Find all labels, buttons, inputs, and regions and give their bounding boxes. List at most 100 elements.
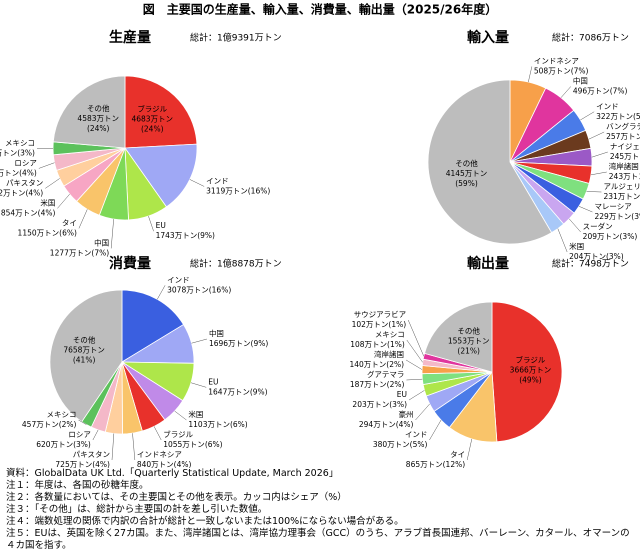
leader-line xyxy=(132,433,136,461)
chart-title: 生産量 xyxy=(109,29,151,46)
slice-label: その他 xyxy=(87,103,110,113)
percent-label: (2%) xyxy=(59,420,77,429)
slice-label: その他 xyxy=(457,325,480,335)
value-label: 1277万トン xyxy=(50,248,92,257)
leader-line xyxy=(148,216,154,232)
leader-line xyxy=(580,111,595,121)
chart-subtitle: 総計：1億8878万トン xyxy=(190,258,282,270)
slice-label: グアテマラ xyxy=(367,369,405,379)
percent-label: (6%) xyxy=(59,228,77,237)
value-text: 1055万トン(6%) xyxy=(163,440,222,449)
leader-line xyxy=(560,86,572,98)
slice-label: アルジェリア xyxy=(603,182,640,191)
leader-line xyxy=(578,206,593,213)
value-label: 4145万トン xyxy=(446,169,488,178)
leader-line xyxy=(110,219,114,249)
value-text: 1647万トン(9%) xyxy=(208,387,267,396)
percent-label: (12%) xyxy=(443,460,466,468)
slice-label: 湾岸諸国 xyxy=(609,161,639,171)
percent-label: (6%) xyxy=(230,420,248,429)
chart-subtitle: 総計：1億9391万トン xyxy=(190,32,282,44)
value-label: 380万トン xyxy=(373,440,410,449)
value-label: 257万トン xyxy=(606,132,640,141)
note: 資料：GlobalData UK Ltd.「Quarterly Statisti… xyxy=(6,468,339,479)
slice-label: マレーシア xyxy=(594,202,631,211)
leader-line xyxy=(153,426,162,441)
percent-label: (41%) xyxy=(73,355,96,364)
percent-label: (1%) xyxy=(387,340,405,349)
slice-label: インド xyxy=(405,430,428,439)
percent-label: (3%) xyxy=(389,400,407,409)
leader-line xyxy=(407,319,425,357)
percent-label: (24%) xyxy=(87,124,110,133)
value-text: 229万トン(3%) xyxy=(594,212,640,221)
value-text: 840万トン(4%) xyxy=(137,460,192,468)
percent-label: (2%) xyxy=(386,360,404,369)
value-text: 620万トン(3%) xyxy=(36,440,91,449)
slice-label: EU xyxy=(208,377,218,386)
percent-label: (16%) xyxy=(248,186,271,195)
value-text: 558万トン(3%) xyxy=(0,148,35,157)
slice-label: EU xyxy=(397,390,407,399)
value-label: 204万トン xyxy=(569,252,606,261)
leader-line xyxy=(528,66,533,83)
value-text: 1743万トン(9%) xyxy=(156,231,215,240)
pie-slice xyxy=(124,75,198,149)
slice-label: スーダン xyxy=(583,221,613,231)
percent-label: (5%) xyxy=(410,440,428,449)
leader-line xyxy=(408,390,425,401)
slice-label: インド xyxy=(596,102,619,111)
percent-label: (4%) xyxy=(174,460,192,468)
chart-title: 輸入量 xyxy=(467,29,509,46)
leader-line xyxy=(111,433,115,461)
chart-subtitle: 総計：7086万トン xyxy=(552,32,629,44)
chart-title: 輸出量 xyxy=(467,255,509,272)
value-text: 209万トン(3%) xyxy=(583,232,638,241)
value-text: 108万トン(1%) xyxy=(350,340,405,349)
figure-title: 図 主要国の生産量、輸入量、消費量、輸出量（2025/26年度） xyxy=(143,2,497,17)
value-text: 496万トン(7%) xyxy=(573,86,628,95)
value-text: 683万トン(4%) xyxy=(0,168,37,177)
percent-label: (3%) xyxy=(73,440,91,449)
value-label: 245万トン xyxy=(610,152,640,161)
value-label: 620万トン xyxy=(36,440,73,449)
slice-label: 中国 xyxy=(209,328,224,338)
slice-label: 豪州 xyxy=(398,409,413,419)
value-label: 1150万トン xyxy=(18,228,60,237)
slice-label: バングラディシュ xyxy=(606,121,640,131)
value-text: 294万トン(4%) xyxy=(359,420,414,429)
percent-label: (3%) xyxy=(631,212,640,221)
value-text: 231万トン(3%) xyxy=(603,192,640,201)
slice-label: インドネシア xyxy=(137,450,182,459)
leader-line xyxy=(57,193,70,209)
leader-line xyxy=(78,209,88,229)
slice-label: 米国 xyxy=(188,409,203,419)
chart-title: 消費量 xyxy=(109,255,151,272)
leader-line xyxy=(45,178,60,189)
pie-slice xyxy=(49,289,123,423)
slice-label: メキシコ xyxy=(47,410,77,419)
value-label: 854万トン xyxy=(1,208,38,217)
value-label: 3666万トン xyxy=(510,366,552,375)
chart: 図 主要国の生産量、輸入量、消費量、輸出量（2025/26年度） 生産量総計：1… xyxy=(0,2,640,469)
leader-line xyxy=(406,378,423,381)
leader-line xyxy=(415,403,430,421)
leader-line xyxy=(157,285,166,300)
percent-label: (24%) xyxy=(141,124,164,133)
leader-line xyxy=(466,438,473,461)
percent-label: (4%) xyxy=(38,208,56,217)
value-label: 102万トン xyxy=(352,320,389,329)
value-label: 457万トン xyxy=(22,420,59,429)
percent-label: (3%) xyxy=(606,252,624,261)
percent-label: (4%) xyxy=(92,460,110,468)
note: 注３：「その他」は、総計から主要国の計を差し引いた数値。 xyxy=(6,504,268,515)
percent-label: (7%) xyxy=(571,66,589,75)
pie-slice xyxy=(124,143,198,208)
value-text: 1277万トン(7%) xyxy=(50,248,109,257)
percent-label: (9%) xyxy=(250,387,268,396)
percent-label: (3%) xyxy=(17,148,35,157)
slice-label: パキスタン xyxy=(6,178,43,187)
percent-label: (59%) xyxy=(455,179,478,188)
value-text: 1150万トン(6%) xyxy=(18,228,77,237)
value-text: 140万トン(2%) xyxy=(349,360,404,369)
